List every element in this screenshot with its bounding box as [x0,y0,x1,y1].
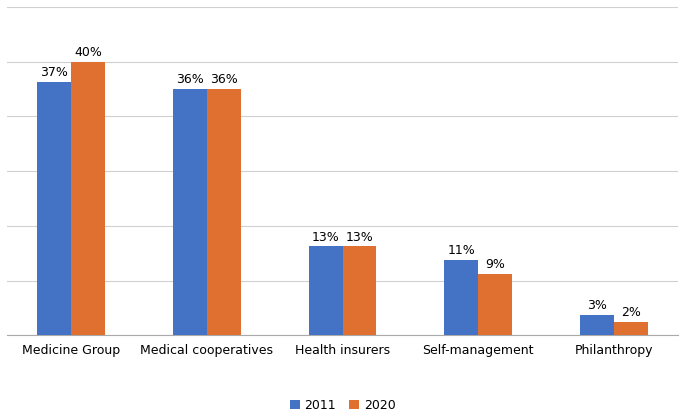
Text: 3%: 3% [587,299,607,312]
Bar [478,274,512,335]
Bar [38,82,71,335]
Text: 37%: 37% [40,67,68,79]
Text: 36%: 36% [210,73,238,86]
Bar [71,62,105,335]
Text: 36%: 36% [176,73,204,86]
Text: 11%: 11% [447,244,475,257]
Text: 2%: 2% [621,306,640,319]
Text: 9%: 9% [485,258,505,271]
Bar [309,247,342,335]
Text: 40%: 40% [75,46,102,59]
Bar [207,89,241,335]
Bar [614,322,647,335]
Legend: 2011, 2020: 2011, 2020 [284,394,401,409]
Text: 13%: 13% [345,231,373,244]
Bar [342,247,376,335]
Bar [580,315,614,335]
Bar [444,260,478,335]
Bar [173,89,207,335]
Text: 13%: 13% [312,231,340,244]
